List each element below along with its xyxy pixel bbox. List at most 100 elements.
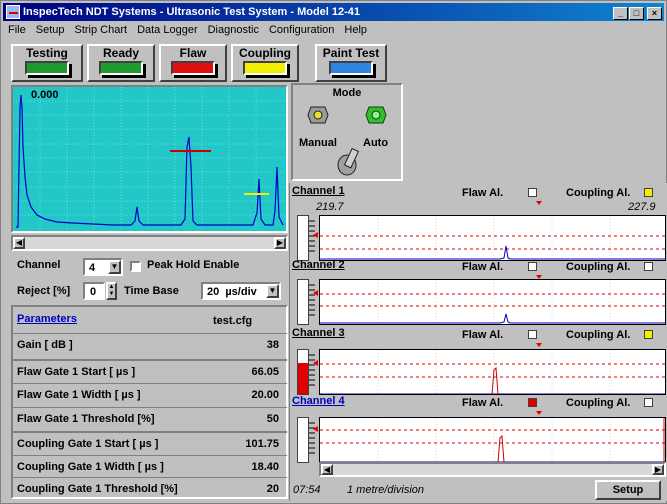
menu-strip-chart[interactable]: Strip Chart (74, 24, 128, 36)
strip-chart-scrollbar[interactable]: ◀ ▶ (319, 462, 666, 477)
scroll-right-icon[interactable]: ▶ (652, 464, 664, 475)
mode-switch-knob-icon[interactable] (335, 147, 361, 177)
testing-label: Testing (26, 46, 68, 60)
paint-test-lamp (329, 61, 373, 75)
param-row: Flaw Gate 1 Width [ µs ] 20.00 (13, 383, 287, 407)
scroll-left-icon[interactable]: ◀ (321, 464, 333, 475)
param-row: Coupling Gate 1 Width [ µs ] 18.40 (13, 455, 287, 479)
channel-2-level-bar (297, 279, 309, 325)
app-icon (6, 5, 20, 19)
menu-diagnostic[interactable]: Diagnostic (207, 24, 259, 36)
ready-status-button[interactable]: Ready (87, 44, 155, 82)
param-row: Coupling Gate 1 Threshold [%] 20 (13, 477, 287, 501)
param-name: Coupling Gate 1 Width [ µs ] (17, 461, 164, 473)
parameters-header: Parameters (17, 313, 77, 325)
setup-button[interactable]: Setup (595, 480, 661, 500)
channel-3-marker-icon (536, 343, 542, 347)
config-filename: test.cfg (213, 315, 253, 327)
param-name: Coupling Gate 1 Start [ µs ] (17, 438, 159, 450)
parameters-panel: Parameters test.cfg (11, 305, 288, 499)
param-name: Flaw Gate 1 Start [ µs ] (17, 366, 136, 378)
auto-mode-icon[interactable] (365, 105, 387, 125)
channel-1-flaw-alarm-label: Flaw Al. (462, 187, 504, 199)
channel-3-coupling-alarm-label: Coupling Al. (566, 329, 631, 341)
channel-4-level-bar (297, 417, 309, 463)
close-button[interactable]: × (647, 7, 662, 20)
param-row: Flaw Gate 1 Start [ µs ] 66.05 (13, 359, 287, 383)
channel-1-marker-icon (536, 201, 542, 205)
menu-file[interactable]: File (8, 24, 26, 36)
menu-help[interactable]: Help (344, 24, 368, 36)
channel-select[interactable]: 4 ▼ (83, 258, 123, 276)
channel-1-trace (320, 245, 665, 260)
testing-status-button[interactable]: Testing (11, 44, 83, 82)
timebase-select[interactable]: 20 µs/div ▼ (201, 282, 281, 300)
param-row: Gain [ dB ] 38 (13, 333, 287, 357)
param-value: 66.05 (251, 366, 279, 378)
timebase-select-value: 20 µs/div (207, 286, 257, 298)
channel-1-scale (309, 220, 318, 252)
channel-4-strip: Channel 4 Flaw Al. Coupling Al. (290, 395, 666, 463)
ascan-scrollbar[interactable]: ◀ ▶ (11, 235, 288, 251)
channel-3-flaw-alarm-label: Flaw Al. (462, 329, 504, 341)
paint-test-label: Paint Test (322, 46, 380, 60)
channel-1-coupling-alarm-indicator (644, 188, 653, 197)
param-value: 20.00 (251, 389, 279, 401)
ready-lamp (99, 61, 143, 75)
channel-3-title: Channel 3 (292, 327, 345, 339)
channel-3-strip: Channel 3 Flaw Al. Coupling Al. (290, 327, 666, 395)
scope-controls: Channel 4 ▼ Peak Hold Enable Reject [%] … (11, 253, 288, 303)
channel-3-level-bar (297, 349, 309, 395)
param-value: 38 (266, 339, 279, 351)
peak-hold-checkbox[interactable] (130, 261, 141, 272)
channel-4-title: Channel 4 (292, 395, 345, 407)
channel-4-trace (497, 434, 505, 462)
channel-3-coupling-alarm-indicator (644, 330, 653, 339)
scroll-right-icon[interactable]: ▶ (274, 237, 286, 249)
channel-2-coupling-alarm-label: Coupling Al. (566, 261, 631, 273)
channel-2-strip: Channel 2 Flaw Al. Coupling Al. (290, 259, 666, 325)
flaw-status-button[interactable]: Flaw (159, 44, 227, 82)
strip-time: 07:54 (293, 484, 321, 496)
channel-1-title: Channel 1 (292, 185, 345, 197)
channel-2-marker-icon (536, 275, 542, 279)
channel-1-coupling-alarm-label: Coupling Al. (566, 187, 631, 199)
reject-stepper[interactable]: ▲ ▼ (106, 282, 117, 300)
ready-label: Ready (102, 46, 140, 60)
minimize-button[interactable]: _ (613, 7, 628, 20)
channel-2-coupling-alarm-indicator (644, 262, 653, 271)
menu-configuration[interactable]: Configuration (268, 24, 335, 36)
param-value: 20 (266, 483, 279, 495)
channel-1-end-value: 227.9 (628, 201, 656, 213)
chevron-down-icon[interactable]: ▼ (266, 284, 279, 298)
channel-3-flaw-alarm-indicator (528, 330, 537, 339)
coupling-status-button[interactable]: Coupling (231, 44, 299, 82)
peak-hold-label: Peak Hold Enable (147, 259, 240, 271)
window-title: InspecTech NDT Systems - Ultrasonic Test… (23, 6, 361, 18)
channel-label: Channel (17, 259, 61, 271)
menu-data-logger[interactable]: Data Logger (137, 24, 198, 36)
manual-label: Manual (299, 137, 337, 149)
reject-label: Reject [%] (17, 285, 71, 297)
menu-bar: File Setup Strip Chart Data Logger Diagnosti… (3, 22, 664, 39)
paint-test-button[interactable]: Paint Test (315, 44, 387, 82)
channel-3-trace (491, 366, 499, 394)
reject-input[interactable]: 0 (83, 282, 105, 300)
maximize-button[interactable]: □ (629, 7, 644, 20)
reject-value: 0 (90, 286, 97, 298)
ascan-trace (16, 94, 284, 228)
chevron-down-icon[interactable]: ▼ (108, 260, 121, 274)
mode-panel: Mode Manual Auto (291, 83, 403, 181)
channel-4-coupling-alarm-indicator (644, 398, 653, 407)
param-row: Coupling Gate 1 Start [ µs ] 101.75 (13, 431, 287, 455)
manual-mode-icon[interactable] (307, 105, 329, 125)
channel-2-scale (309, 284, 318, 316)
scroll-left-icon[interactable]: ◀ (13, 237, 25, 249)
param-row: Flaw Gate 1 Threshold [%] 50 (13, 407, 287, 431)
param-name: Flaw Gate 1 Threshold [%] (17, 413, 155, 425)
channel-4-marker-icon (536, 411, 542, 415)
ascan-display: 0.000 (11, 85, 288, 233)
menu-setup[interactable]: Setup (35, 24, 65, 36)
flaw-lamp (171, 61, 215, 75)
